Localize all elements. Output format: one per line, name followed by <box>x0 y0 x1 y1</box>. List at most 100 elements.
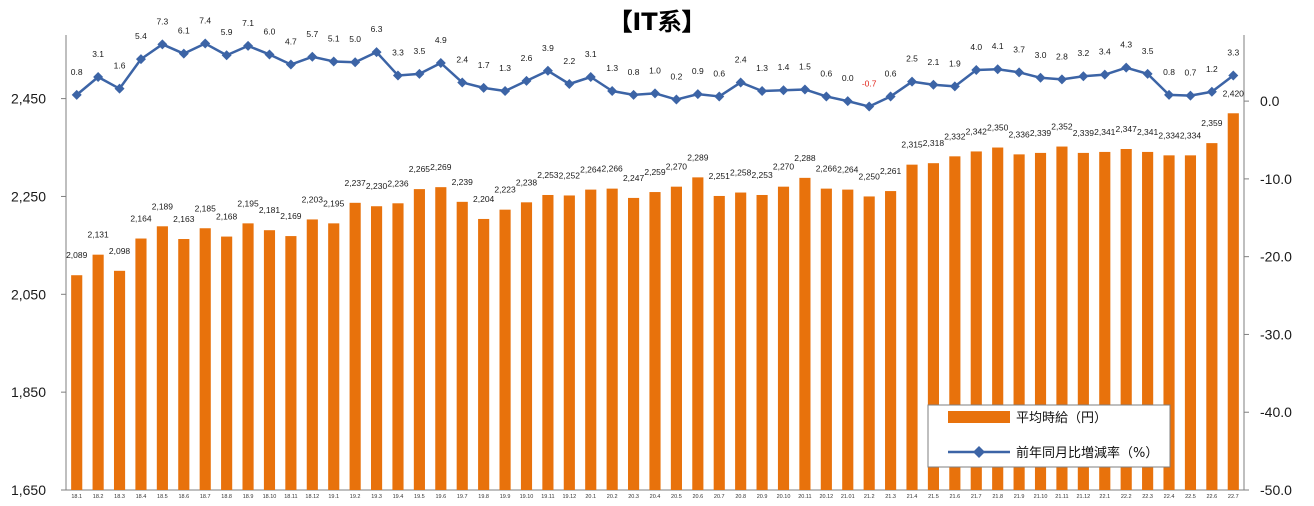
bar-data-label: 2,204 <box>473 194 495 204</box>
bar-data-label: 2,336 <box>1008 129 1030 139</box>
line-data-label: 3.1 <box>92 49 104 59</box>
line-marker <box>992 64 1003 75</box>
chart-title: 【IT系】 <box>608 8 705 36</box>
line-data-label: 3.9 <box>542 43 554 53</box>
bar-data-label: 2,332 <box>944 131 966 141</box>
x-tick-label: 18.12 <box>305 494 319 500</box>
line-marker <box>607 86 618 96</box>
bar <box>478 218 490 491</box>
bar <box>927 163 940 490</box>
bar-data-label: 2,164 <box>130 214 152 224</box>
bar-data-label: 2,341 <box>1137 127 1159 137</box>
bar-data-label: 2,253 <box>751 170 773 180</box>
line-marker <box>1142 68 1153 79</box>
bar <box>221 236 233 490</box>
line-marker <box>907 76 918 87</box>
bar-data-label: 2,420 <box>1223 88 1245 98</box>
line-marker <box>414 68 425 79</box>
line-data-label: 0.6 <box>820 68 832 78</box>
line-marker <box>200 38 211 49</box>
line-marker <box>1121 62 1132 73</box>
x-tick-label: 21.6 <box>949 494 960 500</box>
bar-data-label: 2,181 <box>259 205 281 215</box>
bar-data-label: 2,266 <box>816 164 838 174</box>
bar <box>1099 151 1111 490</box>
x-tick-label: 22.6 <box>1207 494 1218 500</box>
x-tick-label: 19.11 <box>541 494 554 500</box>
line-data-label: 1.7 <box>478 60 490 70</box>
line-data-label: 3.5 <box>1142 46 1154 56</box>
line-marker <box>157 39 168 50</box>
bar <box>92 254 104 490</box>
line-data-label: 6.1 <box>178 26 190 36</box>
bar-data-label: 2,334 <box>1180 130 1202 140</box>
line-data-label: 0.0 <box>842 73 854 83</box>
bar <box>113 270 126 490</box>
bar <box>285 236 297 490</box>
left-axis-ticks: 1,650 1,850 2,050 2,250 2,450 <box>11 91 66 498</box>
bar-data-label: 2,168 <box>216 212 238 222</box>
line-marker <box>264 49 275 60</box>
x-tick-label: 21.10 <box>1034 494 1048 500</box>
x-tick-label: 20.4 <box>650 494 661 500</box>
line-marker <box>457 77 468 88</box>
bar-data-label: 2,342 <box>966 126 988 136</box>
line-marker <box>971 65 982 75</box>
line-data-label: 7.4 <box>199 16 211 26</box>
line-marker <box>885 91 896 102</box>
line-data-label: 0.7 <box>1185 68 1197 78</box>
left-tick-label: 1,650 <box>11 482 46 498</box>
line-data-label: 3.2 <box>1077 48 1089 58</box>
line-data-label: 1.5 <box>799 61 811 71</box>
bar-data-label: 2,253 <box>537 170 559 180</box>
bar <box>242 223 254 490</box>
x-tick-label: 22.4 <box>1164 494 1175 500</box>
line-data-label: 4.7 <box>285 37 297 47</box>
line-data-label: 2.5 <box>906 54 918 64</box>
line-data-label: 2.1 <box>928 57 940 67</box>
bar-data-label: 2,237 <box>345 178 367 188</box>
right-tick-label: 0.0 <box>1260 93 1280 109</box>
bar-data-label: 2,334 <box>1158 130 1180 140</box>
line-marker <box>928 79 939 90</box>
bar-data-label: 2,288 <box>794 153 816 163</box>
line-data-label: 0.9 <box>692 66 704 76</box>
line-marker <box>1035 72 1046 83</box>
x-tick-label: 21.3 <box>885 494 896 500</box>
x-tick-label: 22.2 <box>1121 494 1132 500</box>
x-tick-label: 21.5 <box>928 494 939 500</box>
x-tick-label: 20.8 <box>735 494 746 500</box>
x-tick-label: 20.12 <box>819 494 833 500</box>
bar <box>306 219 318 491</box>
bar-data-label: 2,250 <box>859 171 881 181</box>
line-data-label: 4.9 <box>435 35 447 45</box>
bar <box>735 192 747 490</box>
bar-data-label: 2,270 <box>773 162 795 172</box>
line-marker <box>221 50 232 61</box>
legend: 平均時給（円） 前年同月比増減率（%） <box>927 404 1171 468</box>
line-marker <box>521 75 532 86</box>
left-tick-label: 2,250 <box>11 188 46 204</box>
bar-series <box>71 113 1239 491</box>
line-marker <box>243 40 254 51</box>
line-data-label: 3.1 <box>585 49 597 59</box>
bar <box>1034 152 1047 490</box>
line-data-label: 0.8 <box>628 67 640 77</box>
bar-data-label: 2,339 <box>1073 128 1095 138</box>
line-marker <box>307 51 318 62</box>
line-data-label: 2.8 <box>1056 51 1068 61</box>
bar <box>885 191 897 490</box>
line-marker <box>350 57 361 68</box>
line-data-label: -0.7 <box>862 79 877 89</box>
bar-data-label: 2,131 <box>87 230 109 240</box>
x-tick-label: 18.10 <box>263 494 277 500</box>
x-tick-label: 21.01 <box>841 494 855 500</box>
x-tick-label: 21.4 <box>907 494 918 500</box>
right-tick-label: -20.0 <box>1260 249 1292 265</box>
bar <box>692 177 704 490</box>
line-marker <box>757 86 768 96</box>
line-marker <box>778 85 789 96</box>
bar-data-label: 2,236 <box>387 178 409 188</box>
line-data-label: 0.2 <box>671 72 683 82</box>
